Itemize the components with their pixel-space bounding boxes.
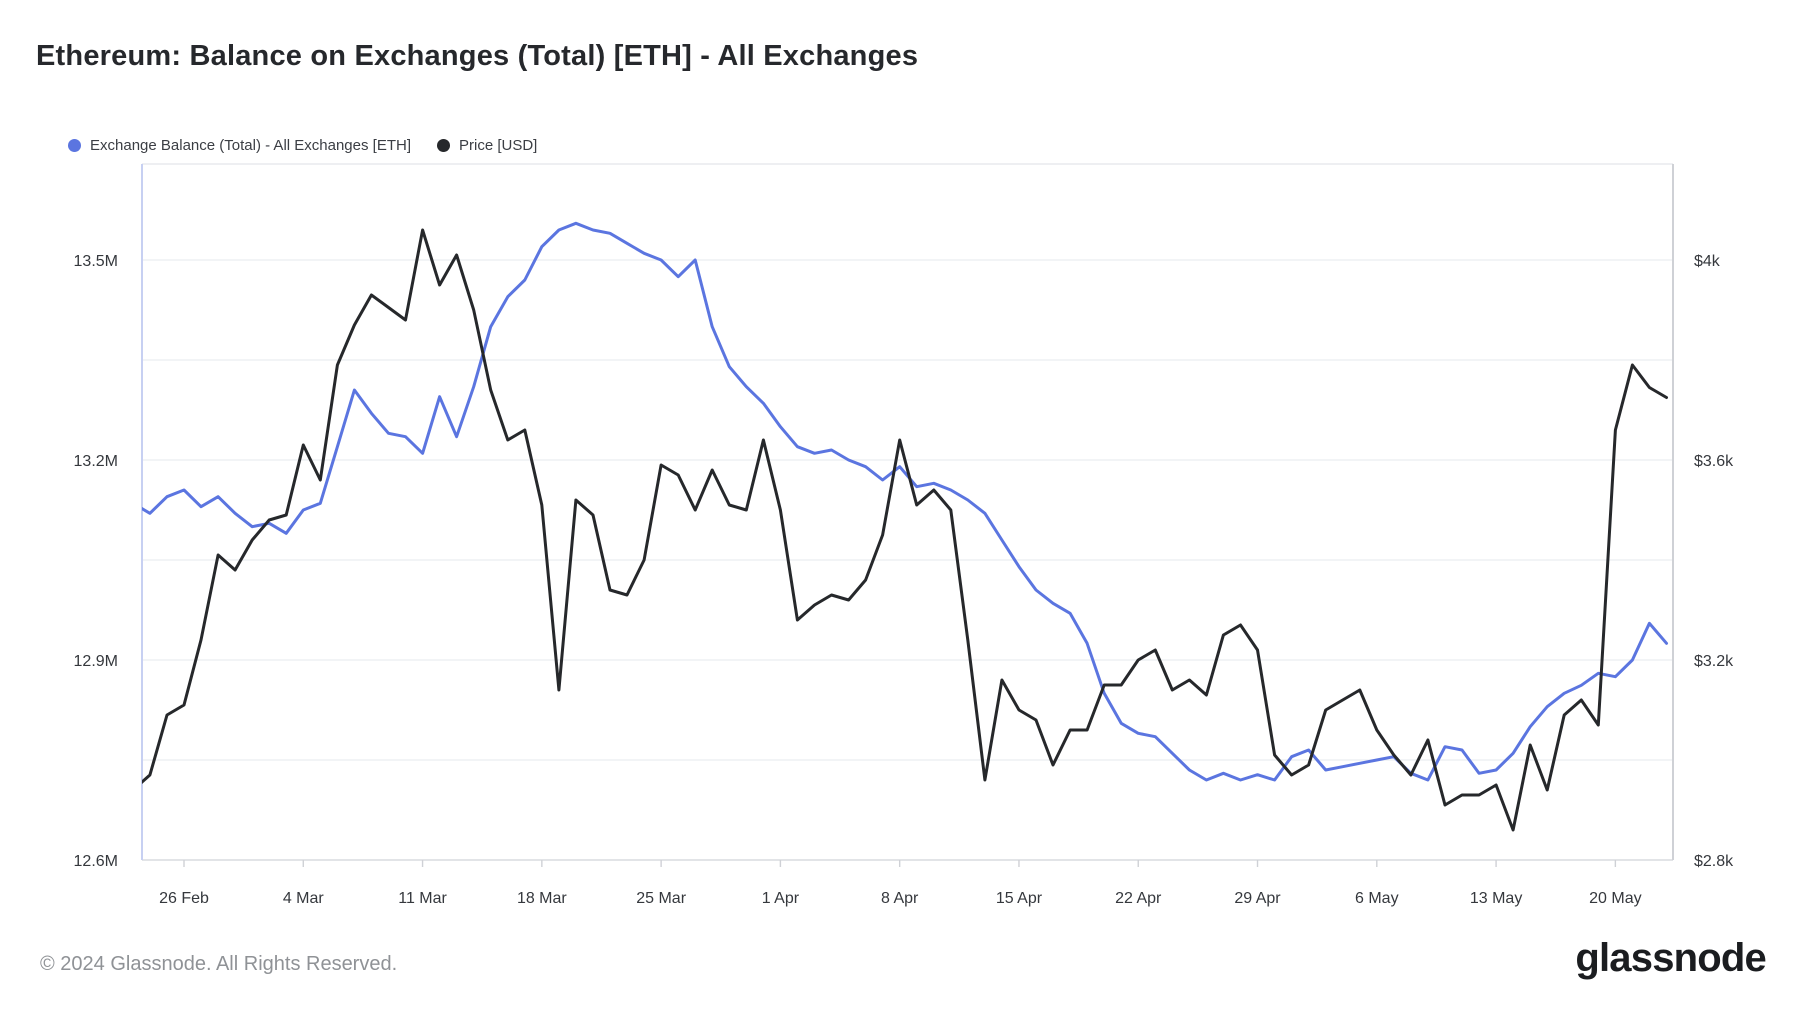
y-left-tick-label: 12.9M [74, 653, 118, 670]
legend-label-balance: Exchange Balance (Total) - All Exchanges… [90, 137, 411, 154]
y-right-tick-label: $3.6k [1694, 453, 1734, 470]
chart-line-exchange-balance [142, 221, 1668, 782]
legend-dot-price-icon [437, 139, 450, 152]
y-left-tick-label: 13.2M [74, 453, 118, 470]
x-tick-label: 26 Feb [159, 890, 209, 907]
x-tick-label: 8 Apr [881, 890, 919, 907]
y-left-tick-label: 13.5M [74, 253, 118, 270]
legend-item-exchange-balance[interactable]: Exchange Balance (Total) - All Exchanges… [68, 137, 411, 154]
x-tick-label: 29 Apr [1234, 890, 1281, 907]
page-title: Ethereum: Balance on Exchanges (Total) [… [36, 40, 919, 72]
x-tick-label: 13 May [1470, 890, 1522, 907]
x-tick-label: 6 May [1355, 890, 1399, 907]
glassnode-logo: glassnode [1575, 936, 1766, 980]
chart-legend: Exchange Balance (Total) - All Exchanges… [68, 137, 537, 154]
y-right-tick-label: $2.8k [1694, 853, 1734, 870]
y-left-tick-label: 12.6M [74, 853, 118, 870]
x-tick-label: 4 Mar [283, 890, 325, 907]
copyright-text: © 2024 Glassnode. All Rights Reserved. [40, 953, 398, 975]
x-tick-label: 25 Mar [636, 890, 686, 907]
legend-item-price[interactable]: Price [USD] [437, 137, 537, 154]
x-tick-label: 11 Mar [398, 890, 447, 907]
x-tick-label: 15 Apr [996, 890, 1043, 907]
legend-dot-balance-icon [68, 139, 81, 152]
y-right-tick-label: $4k [1694, 253, 1721, 270]
x-tick-label: 22 Apr [1115, 890, 1162, 907]
x-tick-label: 1 Apr [762, 890, 800, 907]
y-right-tick-label: $3.2k [1694, 653, 1734, 670]
x-tick-label: 20 May [1589, 890, 1641, 907]
legend-label-price: Price [USD] [459, 137, 538, 154]
chart-line-price [142, 228, 1668, 832]
x-tick-label: 18 Mar [517, 890, 567, 907]
